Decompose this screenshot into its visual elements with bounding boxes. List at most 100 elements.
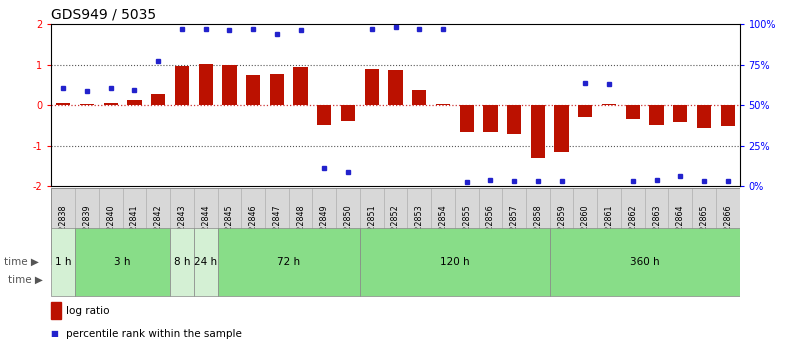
Bar [407, 188, 431, 264]
Text: GSM22852: GSM22852 [391, 204, 400, 248]
Bar [673, 105, 687, 122]
Bar [175, 66, 189, 105]
Text: ■: ■ [50, 329, 58, 338]
Bar [218, 228, 360, 296]
Bar [317, 105, 331, 126]
Bar [507, 105, 521, 135]
Bar [412, 90, 426, 105]
Text: GSM22838: GSM22838 [59, 204, 68, 248]
Bar [578, 105, 592, 117]
Bar [460, 105, 474, 131]
Text: GSM22842: GSM22842 [153, 204, 163, 248]
Text: GSM22863: GSM22863 [652, 204, 661, 248]
Text: GSM22851: GSM22851 [367, 204, 377, 248]
Text: GSM22854: GSM22854 [438, 204, 448, 248]
Bar [455, 188, 479, 264]
Text: 8 h: 8 h [174, 257, 190, 267]
Text: GSM22855: GSM22855 [462, 204, 471, 248]
Bar [621, 188, 645, 264]
Text: GSM22860: GSM22860 [581, 204, 590, 248]
Bar [716, 188, 740, 264]
Bar [127, 100, 142, 105]
Text: GSM22845: GSM22845 [225, 204, 234, 248]
Text: GSM22859: GSM22859 [557, 204, 566, 248]
Text: GSM22862: GSM22862 [628, 204, 638, 248]
Bar [241, 188, 265, 264]
Text: 3 h: 3 h [115, 257, 131, 267]
Bar [479, 188, 502, 264]
Bar [222, 65, 237, 105]
Bar [550, 188, 573, 264]
Text: time ▶: time ▶ [4, 257, 39, 267]
Text: GSM22848: GSM22848 [296, 204, 305, 248]
Bar [483, 105, 498, 131]
Text: GSM22857: GSM22857 [509, 204, 519, 248]
Text: GSM22847: GSM22847 [272, 204, 282, 248]
Bar [146, 188, 170, 264]
Bar [51, 228, 75, 296]
Text: GSM22853: GSM22853 [414, 204, 424, 248]
Text: GDS949 / 5035: GDS949 / 5035 [51, 8, 157, 22]
Bar [645, 188, 668, 264]
Bar [293, 67, 308, 105]
Text: log ratio: log ratio [66, 306, 109, 315]
Bar [75, 188, 99, 264]
Text: GSM22858: GSM22858 [533, 204, 543, 248]
Bar [341, 105, 355, 121]
Bar [194, 228, 218, 296]
Bar [336, 188, 360, 264]
Bar [289, 188, 312, 264]
Text: GSM22850: GSM22850 [343, 204, 353, 248]
Text: GSM22839: GSM22839 [82, 204, 92, 248]
Text: 360 h: 360 h [630, 257, 660, 267]
Bar [151, 94, 165, 105]
Text: GSM22843: GSM22843 [177, 204, 187, 248]
Text: GSM22866: GSM22866 [723, 204, 732, 248]
Bar [550, 228, 740, 296]
Text: 120 h: 120 h [440, 257, 470, 267]
Text: percentile rank within the sample: percentile rank within the sample [66, 329, 241, 339]
Text: 72 h: 72 h [277, 257, 301, 267]
Bar [170, 228, 194, 296]
Text: time ▶: time ▶ [8, 275, 43, 284]
Text: 1 h: 1 h [55, 257, 71, 267]
Bar [51, 188, 75, 264]
Bar [531, 105, 545, 158]
Bar [554, 105, 569, 152]
Text: GSM22856: GSM22856 [486, 204, 495, 248]
Bar [194, 188, 218, 264]
Text: GSM22864: GSM22864 [676, 204, 685, 248]
Bar [573, 188, 597, 264]
Bar [721, 105, 735, 126]
Bar [431, 188, 455, 264]
Bar [502, 188, 526, 264]
Bar [388, 70, 403, 105]
Text: GSM22865: GSM22865 [699, 204, 709, 248]
Bar [360, 228, 550, 296]
Bar [170, 188, 194, 264]
Bar [99, 188, 123, 264]
Text: GSM22861: GSM22861 [604, 204, 614, 248]
Bar [218, 188, 241, 264]
Bar [123, 188, 146, 264]
Bar [697, 105, 711, 128]
Bar [668, 188, 692, 264]
Bar [56, 103, 70, 105]
Text: GSM22841: GSM22841 [130, 204, 139, 248]
Text: GSM22840: GSM22840 [106, 204, 115, 248]
Bar [649, 105, 664, 126]
Bar [246, 75, 260, 105]
Bar [270, 73, 284, 105]
Bar [526, 188, 550, 264]
Bar [75, 228, 170, 296]
Text: GSM22849: GSM22849 [320, 204, 329, 248]
Bar [365, 69, 379, 105]
Bar [199, 64, 213, 105]
Text: GSM22844: GSM22844 [201, 204, 210, 248]
Bar [384, 188, 407, 264]
Bar [104, 103, 118, 105]
Bar [265, 188, 289, 264]
Text: GSM22846: GSM22846 [248, 204, 258, 248]
Bar [597, 188, 621, 264]
Bar [626, 105, 640, 119]
